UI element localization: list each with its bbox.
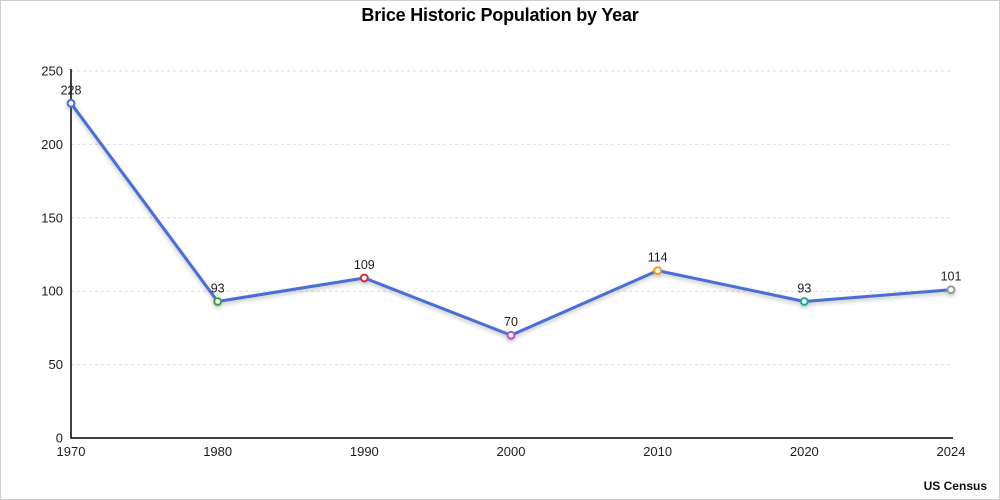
data-point-label: 93	[211, 281, 225, 295]
x-tick-label: 2000	[497, 444, 526, 459]
y-tick-label: 150	[41, 210, 63, 225]
data-point	[946, 285, 956, 295]
data-point	[653, 266, 663, 276]
x-tick-label: 1980	[203, 444, 232, 459]
y-tick-label: 100	[41, 284, 63, 299]
y-tick-label: 0	[56, 431, 63, 446]
x-tick-label: 1970	[57, 444, 86, 459]
y-tick-label: 50	[49, 357, 63, 372]
data-point-label: 228	[61, 83, 82, 97]
data-point-label: 70	[504, 315, 518, 329]
data-point-label: 114	[648, 251, 668, 265]
data-point-label: 109	[354, 258, 375, 272]
data-point	[213, 297, 223, 306]
x-tick-label: 1990	[350, 444, 379, 459]
data-series	[66, 98, 956, 340]
x-tick-label: 2024	[937, 444, 966, 459]
x-tick-label: 2010	[643, 444, 672, 459]
y-tick-label: 200	[41, 137, 63, 152]
data-point	[506, 330, 516, 340]
data-point-label: 93	[797, 281, 811, 295]
source-label: US Census	[923, 479, 987, 493]
axis-line	[70, 69, 953, 439]
data-point-label: 101	[941, 270, 962, 284]
y-tick-label: 250	[41, 64, 63, 79]
data-point	[359, 273, 369, 283]
chart-title: Brice Historic Population by Year	[361, 5, 639, 25]
data-point	[799, 297, 809, 306]
series-line	[69, 101, 953, 337]
x-tick-label: 2020	[790, 444, 819, 459]
data-point	[66, 98, 76, 108]
